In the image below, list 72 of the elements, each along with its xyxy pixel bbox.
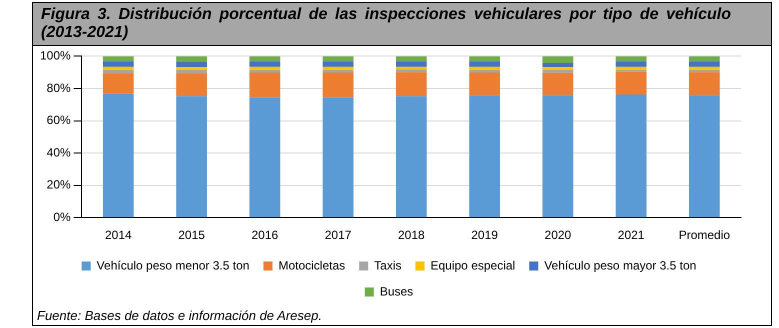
legend-label: Taxis	[374, 258, 402, 272]
bar	[249, 70, 280, 72]
y-tick-label: 0%	[53, 210, 72, 224]
legend-label: Vehículo peso menor 3.5 ton	[96, 258, 250, 272]
bar	[176, 70, 207, 74]
bar	[542, 72, 574, 96]
x-tick-label: 2019	[471, 228, 498, 242]
bar	[542, 95, 574, 218]
x-tick-label: Promedio	[678, 228, 730, 242]
y-tick-label: 20%	[46, 178, 72, 192]
x-tick-label: 2014	[104, 228, 132, 242]
x-tick-label: 2020	[544, 228, 572, 242]
y-tick-label: 60%	[46, 113, 72, 128]
bar	[176, 67, 207, 70]
bar	[396, 72, 427, 96]
bar	[688, 72, 720, 96]
bar	[176, 62, 207, 68]
bar	[616, 61, 646, 67]
bar	[322, 97, 354, 218]
x-tick-label: 2015	[178, 228, 206, 242]
bar	[616, 72, 646, 94]
bar	[542, 70, 574, 73]
bar	[688, 66, 720, 70]
y-tick-label: 80%	[46, 80, 72, 95]
legend-label: Motocicletas	[278, 258, 346, 272]
x-tick-label: 2018	[398, 228, 426, 242]
bar	[542, 62, 574, 68]
bar	[542, 67, 574, 70]
bar	[688, 56, 720, 62]
bar	[396, 69, 427, 72]
bar	[102, 61, 134, 67]
bar	[396, 96, 427, 218]
x-tick-label: 2017	[324, 228, 352, 242]
bar	[469, 70, 500, 72]
bar	[469, 95, 500, 218]
bar	[322, 66, 354, 70]
bar	[396, 61, 427, 67]
bar	[176, 96, 207, 218]
bar	[102, 73, 134, 94]
bar	[616, 66, 646, 70]
bar	[322, 70, 354, 72]
source-note: Fuente: Bases de datos e información de Aresep.	[36, 308, 323, 325]
x-tick-label: 2016	[251, 228, 279, 242]
bar	[176, 56, 207, 62]
bar	[249, 72, 280, 98]
legend-label: Buses	[380, 284, 414, 298]
bar	[249, 97, 280, 218]
bar	[176, 73, 207, 96]
bar	[688, 95, 720, 218]
bar	[616, 94, 646, 218]
bar	[616, 56, 646, 62]
bar	[469, 72, 500, 96]
bar	[688, 61, 720, 67]
y-tick-label: 100%	[40, 48, 72, 63]
bar	[396, 66, 427, 70]
bar	[102, 70, 134, 74]
bar	[322, 56, 354, 62]
x-tick-label: 2021	[618, 228, 645, 242]
y-tick-label: 40%	[46, 145, 72, 160]
chart-title: Figura 3. Distribución porcentual de las inspecciones vehiculares por tipo de vehículo (2013-2021)	[32, 2, 772, 46]
bar	[249, 66, 280, 70]
bar	[469, 66, 500, 70]
bar	[102, 66, 134, 70]
bar	[322, 72, 354, 98]
bar	[322, 61, 354, 67]
bar	[469, 56, 500, 62]
legend-label: Vehículo peso mayor 3.5 ton	[544, 258, 696, 272]
bar	[249, 61, 280, 67]
legend-label: Equipo especial	[430, 258, 516, 272]
bar	[469, 61, 500, 67]
bar	[542, 56, 574, 63]
bar	[102, 94, 134, 218]
